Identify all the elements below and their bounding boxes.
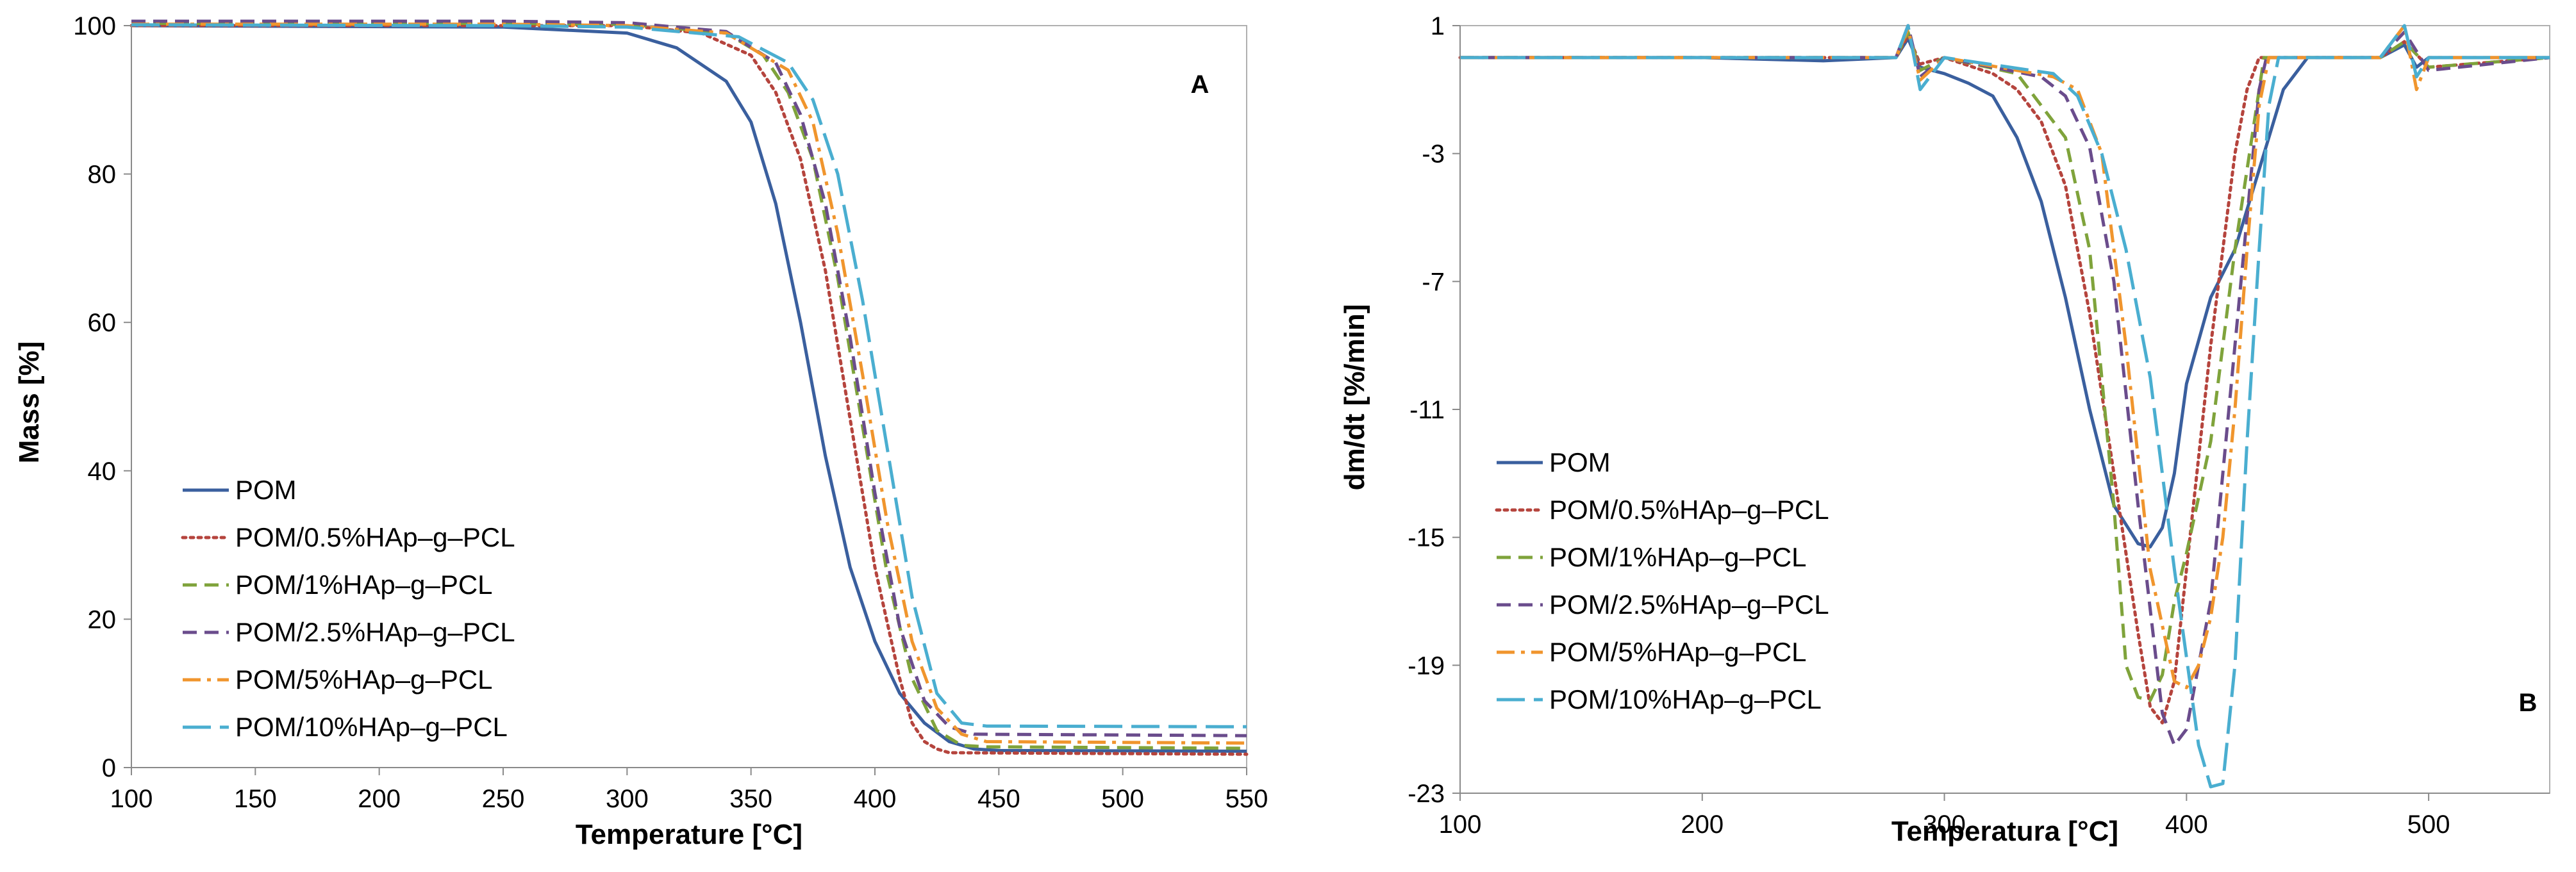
y-tick-label-b: -11 (1409, 396, 1445, 424)
legend-label-a-5: POM/10%HAp–g–PCL (235, 712, 508, 742)
x-tick-label-b: 400 (2165, 810, 2208, 839)
y-tick-label-b: -23 (1408, 780, 1445, 808)
legend-b: POM POM/0.5%HAp–g–PCL POM/1%HAp–g–PCL POM/2… (1495, 447, 1829, 714)
legend-label-a-0: POM (235, 475, 297, 505)
legend-label-a-3: POM/2.5%HAp–g–PCL (235, 617, 515, 647)
series-line-a-3 (131, 19, 1247, 737)
legend-label-b-5: POM/10%HAp–g–PCL (1549, 684, 1822, 714)
x-tick-label-b: 100 (1439, 810, 1482, 839)
panel-b: 100 200 300 400 500 1 -3 -7 -11 -15 -19 -23 B Tempe… (1339, 12, 2552, 847)
legend-label-a-4: POM/5%HAp–g–PCL (235, 664, 493, 695)
x-tick-label-b: 200 (1681, 810, 1724, 839)
x-tick-label-a: 100 (110, 785, 153, 813)
legend-label-b-2: POM/1%HAp–g–PCL (1549, 542, 1807, 572)
legend-label-a-2: POM/1%HAp–g–PCL (235, 570, 493, 600)
panel-label-a: A (1191, 70, 1209, 99)
axes-b: 100 200 300 400 500 1 -3 -7 -11 -15 -19 -23 (1408, 12, 2550, 839)
x-tick-label-a: 550 (1226, 785, 1268, 813)
x-tick-label-b: 500 (2407, 810, 2450, 839)
series-group-a (129, 19, 1249, 756)
y-axis-title-b: dm/dt [%/min] (1339, 304, 1370, 491)
legend-a: POM POM/0.5%HAp–g–PCL POM/1%HAp–g–PCL POM/2… (181, 475, 515, 742)
legend-label-b-3: POM/2.5%HAp–g–PCL (1549, 589, 1829, 620)
x-tick-label-a: 200 (358, 785, 401, 813)
x-tick-label-a: 350 (729, 785, 772, 813)
x-axis-title-b: Temperatura [°C] (1891, 816, 2118, 847)
x-tick-label-a: 300 (606, 785, 649, 813)
panel-a: 100 150 200 250 300 350 400 450 500 550 0 20 40 60 80 1… (13, 12, 1268, 850)
legend-label-b-1: POM/0.5%HAp–g–PCL (1549, 495, 1829, 525)
y-tick-label-b: -3 (1422, 140, 1445, 169)
x-tick-label-a: 400 (854, 785, 897, 813)
series-group-b (1458, 24, 2552, 789)
axes-a: 100 150 200 250 300 350 400 450 500 550 0 20 40 60 80 1… (73, 12, 1268, 813)
y-tick-label-a: 20 (88, 605, 117, 634)
y-tick-label-a: 80 (88, 161, 117, 189)
y-tick-label-b: -7 (1422, 268, 1445, 296)
panel-label-b: B (2519, 689, 2538, 717)
y-tick-label-b: 1 (1431, 12, 1445, 40)
legend-label-a-1: POM/0.5%HAp–g–PCL (235, 522, 515, 552)
series-line-a-4 (131, 22, 1247, 745)
x-tick-label-a: 250 (482, 785, 525, 813)
x-tick-label-a: 150 (234, 785, 277, 813)
legend-label-b-0: POM (1549, 447, 1611, 477)
y-tick-label-a: 60 (88, 309, 117, 337)
x-tick-label-a: 500 (1101, 785, 1144, 813)
series-line-a-0 (131, 24, 1247, 753)
series-line-b-5 (1460, 24, 2550, 789)
x-tick-label-b: 300 (1923, 810, 1966, 839)
y-tick-label-a: 40 (88, 457, 117, 486)
legend-label-b-4: POM/5%HAp–g–PCL (1549, 637, 1807, 667)
y-tick-label-b: -15 (1408, 524, 1445, 552)
y-tick-label-a: 100 (73, 12, 116, 40)
series-line-a-5 (131, 23, 1247, 728)
y-tick-label-a: 0 (102, 754, 116, 782)
x-tick-label-a: 450 (977, 785, 1020, 813)
y-tick-label-b: -19 (1408, 652, 1445, 680)
x-axis-title-a: Temperature [°C] (576, 819, 802, 850)
y-axis-title-a: Mass [%] (13, 341, 45, 464)
